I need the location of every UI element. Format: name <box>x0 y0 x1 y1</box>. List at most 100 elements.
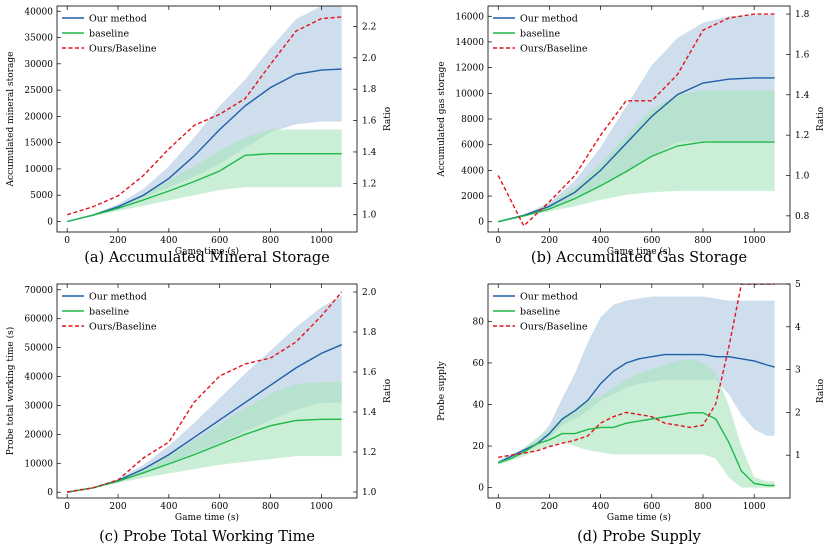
legend-label-ratio: Ours/Baseline <box>520 322 588 333</box>
baseline-band <box>498 358 775 488</box>
y-tick-label: 35000 <box>24 34 53 44</box>
x-tick-label: 600 <box>643 236 660 246</box>
y-axis-label: Accumulated gas storage <box>437 61 447 178</box>
y-tick-label: 50000 <box>24 344 53 354</box>
y2-tick-label: 1.0 <box>795 172 810 182</box>
baseline-band <box>67 382 342 493</box>
plot-area <box>497 13 775 228</box>
y2-tick-label: 2.0 <box>362 54 377 64</box>
legend-label-ours: Our method <box>89 292 147 303</box>
x-tick-label: 1000 <box>743 236 766 246</box>
y-tick-label: 2000 <box>461 192 484 202</box>
panel-caption: (a) Accumulated Mineral Storage <box>84 250 329 266</box>
y-tick-label: 15000 <box>24 139 53 149</box>
y-tick-label: 12000 <box>455 64 484 74</box>
ours-line <box>497 353 775 464</box>
y2-tick-label: 5 <box>795 280 801 290</box>
y-tick-label: 14000 <box>455 38 484 48</box>
x-tick-label: 400 <box>160 236 177 246</box>
y2-tick-label: 2.0 <box>362 288 377 298</box>
axes-frame <box>487 283 791 499</box>
y2-tick-label: 1.6 <box>795 50 810 60</box>
y-tick-label: 80 <box>473 317 485 327</box>
y2-tick-label: 1.6 <box>362 368 377 378</box>
y-tick-label: 40000 <box>24 7 53 17</box>
x-axis-label: Game time (s) <box>175 246 239 257</box>
legend-label-ours: Our method <box>89 14 147 25</box>
panel-caption: (b) Accumulated Gas Storage <box>531 250 747 266</box>
y2-tick-label: 1.2 <box>362 448 376 458</box>
ours-line <box>498 77 775 223</box>
y2-tick-label: 1.0 <box>362 488 377 498</box>
y-tick-label: 10000 <box>24 165 53 175</box>
ratio-line <box>66 16 342 216</box>
y-tick-label: 70000 <box>24 286 53 296</box>
x-axis-label: Game time (s) <box>607 512 671 523</box>
y-tick-label: 0 <box>478 484 484 494</box>
x-tick-label: 400 <box>160 502 177 512</box>
plot-area <box>67 291 343 493</box>
y-tick-label: 40 <box>473 401 485 411</box>
legend-label-ours: Our method <box>520 14 578 25</box>
legend-label-ratio: Ours/Baseline <box>89 44 157 55</box>
x-tick-label: 200 <box>109 502 126 512</box>
y2-tick-label: 1.4 <box>362 148 377 158</box>
y2-tick-label: 1 <box>795 451 801 461</box>
y-tick-label: 5000 <box>30 191 53 201</box>
y-axis-label: Accumulated mineral storage <box>6 52 16 188</box>
panel-caption: (c) Probe Total Working Time <box>99 529 315 545</box>
y-tick-label: 0 <box>47 217 53 227</box>
y2-tick-label: 3 <box>795 366 801 376</box>
y-tick-label: 25000 <box>24 86 53 96</box>
x-tick-label: 1000 <box>310 502 333 512</box>
y2-tick-label: 1.6 <box>362 117 377 127</box>
y2-tick-label: 2.2 <box>362 22 376 32</box>
x-tick-label: 800 <box>694 236 711 246</box>
x-tick-label: 0 <box>64 502 70 512</box>
y-tick-label: 0 <box>47 488 53 498</box>
y-tick-label: 6000 <box>461 141 484 151</box>
y2-tick-label: 1.2 <box>362 179 376 189</box>
y-tick-label: 20 <box>473 442 485 452</box>
ours-band <box>498 15 775 222</box>
x-axis-label: Game time (s) <box>607 246 671 257</box>
legend-label-baseline: baseline <box>89 29 129 40</box>
y-tick-label: 20000 <box>24 112 53 122</box>
y-tick-label: 30000 <box>24 401 53 411</box>
y2-tick-label: 1.8 <box>362 328 377 338</box>
x-tick-label: 400 <box>592 502 609 512</box>
y-tick-label: 60000 <box>24 315 53 325</box>
legend-label-baseline: baseline <box>520 307 560 318</box>
y-tick-label: 16000 <box>455 12 484 22</box>
plot-area <box>497 284 775 488</box>
y2-tick-label: 1.2 <box>795 131 809 141</box>
chart-panel-3: 0 200 400 600 800 100001000020000300004000050… <box>5 283 393 545</box>
y2-tick-label: 1.0 <box>362 211 377 221</box>
baseline-line <box>67 418 342 493</box>
legend-label-baseline: baseline <box>89 307 129 318</box>
x-tick-label: 800 <box>694 502 711 512</box>
y2-tick-label: 4 <box>795 323 801 333</box>
y2-axis-label: Ratio <box>383 107 393 131</box>
y-tick-label: 20000 <box>24 430 53 440</box>
ratio-line <box>67 291 343 493</box>
x-tick-label: 0 <box>495 502 501 512</box>
legend-label-ours: Our method <box>520 292 578 303</box>
y-axis-label: Probe supply <box>437 360 447 421</box>
y2-tick-label: 1.8 <box>795 10 810 20</box>
y2-tick-label: 1.4 <box>795 91 810 101</box>
axes-frame <box>56 283 358 499</box>
x-tick-label: 200 <box>541 502 558 512</box>
baseline-band <box>498 90 775 222</box>
y2-tick-label: 0.8 <box>795 212 810 222</box>
chart-panel-1: 0 200 400 600 800 100005000100001500020000250… <box>6 5 393 266</box>
y2-tick-label: 1.4 <box>362 408 377 418</box>
legend-label-ratio: Ours/Baseline <box>520 44 588 55</box>
y-tick-label: 8000 <box>461 115 484 125</box>
x-tick-label: 200 <box>541 236 558 246</box>
x-tick-label: 800 <box>262 502 279 512</box>
y2-axis-label: Ratio <box>816 379 826 403</box>
y-tick-label: 0 <box>478 218 484 228</box>
y-tick-label: 10000 <box>455 89 484 99</box>
axes-frame <box>56 5 358 233</box>
